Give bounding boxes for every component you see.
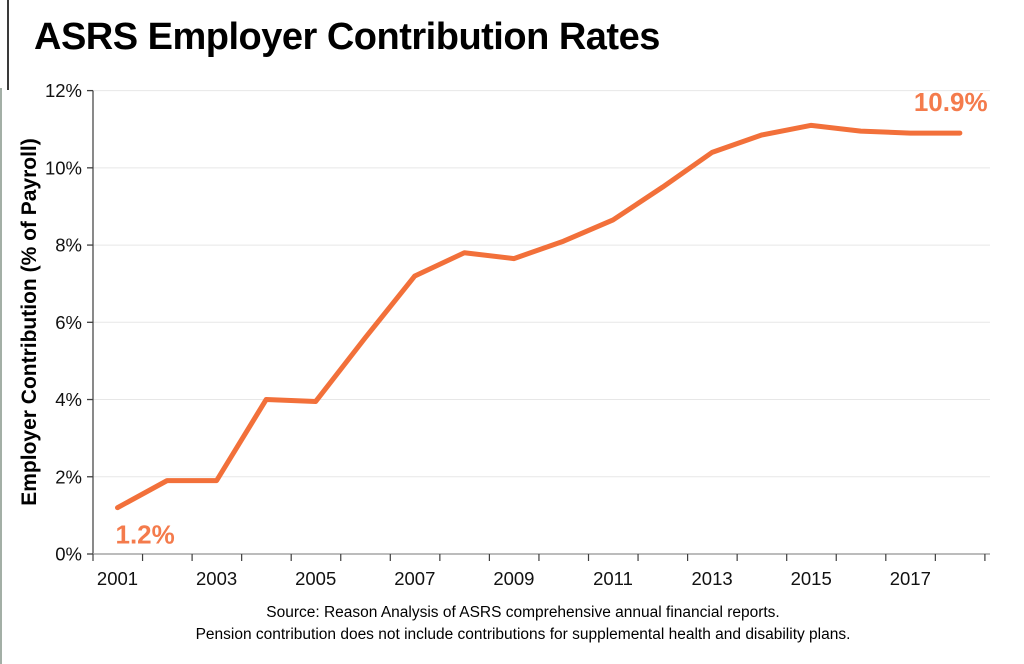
x-tick-label: 2017 (890, 568, 931, 589)
chart-title: ASRS Employer Contribution Rates (34, 16, 660, 58)
y-tick-label: 4% (55, 389, 82, 410)
x-tick-label: 2013 (692, 568, 733, 589)
y-tick-label: 0% (55, 544, 82, 565)
x-tick-label: 2003 (196, 568, 237, 589)
x-tick-label: 2009 (493, 568, 534, 589)
y-tick-label: 12% (45, 80, 82, 101)
x-tick-label: 2001 (97, 568, 138, 589)
source-note: Source: Reason Analysis of ASRS comprehe… (23, 602, 1023, 646)
series-line (115, 122, 963, 511)
page-left-border-top (7, 0, 9, 90)
x-tick-label: 2011 (593, 568, 633, 589)
page-left-border-bottom (0, 88, 2, 664)
y-tick-label: 2% (55, 466, 82, 487)
value-annotation: 1.2% (116, 520, 175, 550)
y-tick-label: 10% (45, 157, 82, 178)
y-tick-label: 8% (55, 235, 82, 256)
value-annotation: 10.9% (914, 87, 988, 117)
x-tick-label: 2005 (295, 568, 336, 589)
source-note-line1: Source: Reason Analysis of ASRS comprehe… (266, 604, 780, 621)
x-tick-label: 2007 (394, 568, 435, 589)
source-note-line2: Pension contribution does not include co… (195, 626, 851, 643)
y-tick-label: 6% (55, 312, 82, 333)
x-tick-label: 2015 (791, 568, 832, 589)
